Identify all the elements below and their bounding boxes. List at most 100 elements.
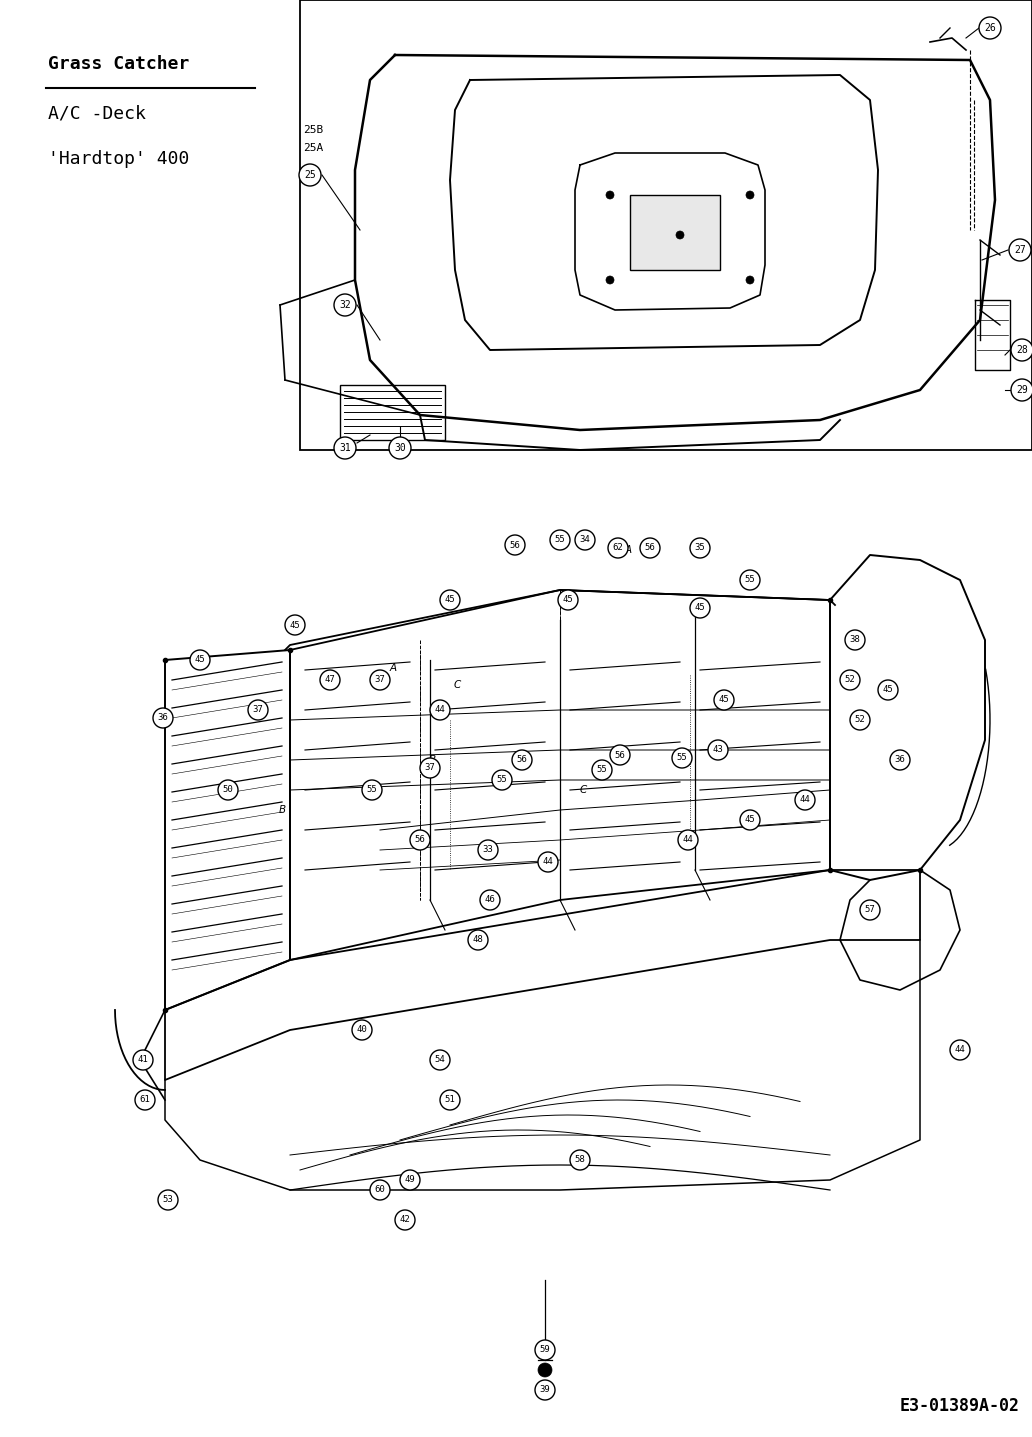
Circle shape: [575, 530, 595, 550]
Text: 37: 37: [424, 763, 436, 773]
Text: 44: 44: [543, 858, 553, 867]
Circle shape: [1011, 339, 1032, 361]
Text: 45: 45: [290, 621, 300, 629]
Bar: [630, 195, 720, 270]
Text: 59: 59: [540, 1345, 550, 1355]
Text: E3-01389A-02: E3-01389A-02: [900, 1397, 1020, 1415]
Text: 45: 45: [718, 696, 730, 704]
Text: 56: 56: [517, 756, 527, 764]
Text: 30: 30: [394, 443, 406, 453]
Circle shape: [570, 1150, 590, 1170]
Text: 53: 53: [163, 1196, 173, 1204]
Circle shape: [850, 710, 870, 730]
Circle shape: [133, 1050, 153, 1071]
Circle shape: [690, 537, 710, 558]
Circle shape: [478, 841, 498, 859]
Text: 25A: 25A: [303, 144, 323, 152]
Circle shape: [592, 760, 612, 780]
Circle shape: [1011, 379, 1032, 401]
Circle shape: [606, 191, 614, 198]
Text: 55: 55: [554, 536, 566, 545]
Text: 52: 52: [844, 675, 856, 684]
Text: 39: 39: [540, 1385, 550, 1394]
Circle shape: [153, 708, 173, 729]
Text: 41: 41: [137, 1056, 149, 1065]
Text: 35: 35: [695, 543, 706, 552]
Text: 51: 51: [445, 1095, 455, 1105]
Circle shape: [334, 295, 356, 316]
Circle shape: [550, 530, 570, 550]
Circle shape: [248, 700, 268, 720]
Text: 44: 44: [434, 706, 446, 714]
Text: 'Hardtop' 400: 'Hardtop' 400: [49, 149, 190, 168]
Text: 50: 50: [223, 786, 233, 795]
Text: 37: 37: [253, 706, 263, 714]
Text: 52: 52: [854, 716, 866, 724]
Text: 43: 43: [713, 746, 723, 754]
Text: 26: 26: [985, 23, 996, 33]
Text: Grass Catcher: Grass Catcher: [49, 55, 190, 73]
Text: 36: 36: [158, 714, 168, 723]
Circle shape: [1009, 239, 1031, 262]
Text: 45: 45: [695, 604, 706, 612]
Text: 44: 44: [800, 796, 810, 805]
Text: 61: 61: [139, 1095, 151, 1105]
Text: 58: 58: [575, 1155, 585, 1164]
Text: C: C: [453, 680, 460, 690]
Circle shape: [678, 831, 698, 851]
Circle shape: [334, 437, 356, 458]
Text: 45: 45: [562, 595, 574, 605]
Text: 56: 56: [645, 543, 655, 552]
Circle shape: [430, 700, 450, 720]
Text: 56: 56: [510, 540, 520, 549]
Text: 33: 33: [483, 845, 493, 855]
Circle shape: [610, 744, 630, 764]
Text: 56: 56: [415, 835, 425, 845]
Circle shape: [285, 615, 305, 635]
Circle shape: [538, 852, 558, 872]
Text: 56: 56: [615, 750, 625, 760]
Text: 45: 45: [195, 655, 205, 664]
Circle shape: [878, 680, 898, 700]
Circle shape: [395, 1210, 415, 1230]
Circle shape: [746, 191, 754, 198]
Text: B: B: [279, 805, 286, 815]
Text: 25B: 25B: [303, 125, 323, 135]
Circle shape: [535, 1339, 555, 1359]
Text: C: C: [579, 785, 586, 795]
Circle shape: [370, 670, 390, 690]
Text: 38: 38: [849, 635, 861, 645]
Text: 54: 54: [434, 1056, 446, 1065]
Circle shape: [299, 164, 321, 185]
Circle shape: [950, 1040, 970, 1061]
Circle shape: [840, 670, 860, 690]
Text: 42: 42: [399, 1216, 411, 1224]
Text: 40: 40: [357, 1026, 367, 1035]
Bar: [340, 385, 445, 440]
Circle shape: [492, 770, 512, 790]
Text: 45: 45: [745, 816, 755, 825]
Circle shape: [218, 780, 238, 800]
Text: 45: 45: [445, 595, 455, 605]
Circle shape: [890, 750, 910, 770]
Circle shape: [535, 1380, 555, 1400]
Text: 55: 55: [745, 575, 755, 585]
Circle shape: [320, 670, 340, 690]
Text: 31: 31: [340, 443, 351, 453]
Circle shape: [370, 1180, 390, 1200]
Circle shape: [158, 1190, 178, 1210]
Circle shape: [430, 1050, 450, 1071]
Circle shape: [740, 810, 760, 831]
Circle shape: [440, 1091, 460, 1109]
Text: 37: 37: [375, 675, 385, 684]
Text: B: B: [428, 754, 436, 764]
Circle shape: [352, 1020, 372, 1040]
Circle shape: [512, 750, 533, 770]
Text: 27: 27: [1014, 244, 1026, 254]
Text: 55: 55: [596, 766, 608, 775]
Circle shape: [480, 890, 499, 910]
Circle shape: [538, 1364, 552, 1377]
Text: 55: 55: [677, 753, 687, 763]
Text: 62: 62: [613, 543, 623, 552]
Circle shape: [714, 690, 734, 710]
